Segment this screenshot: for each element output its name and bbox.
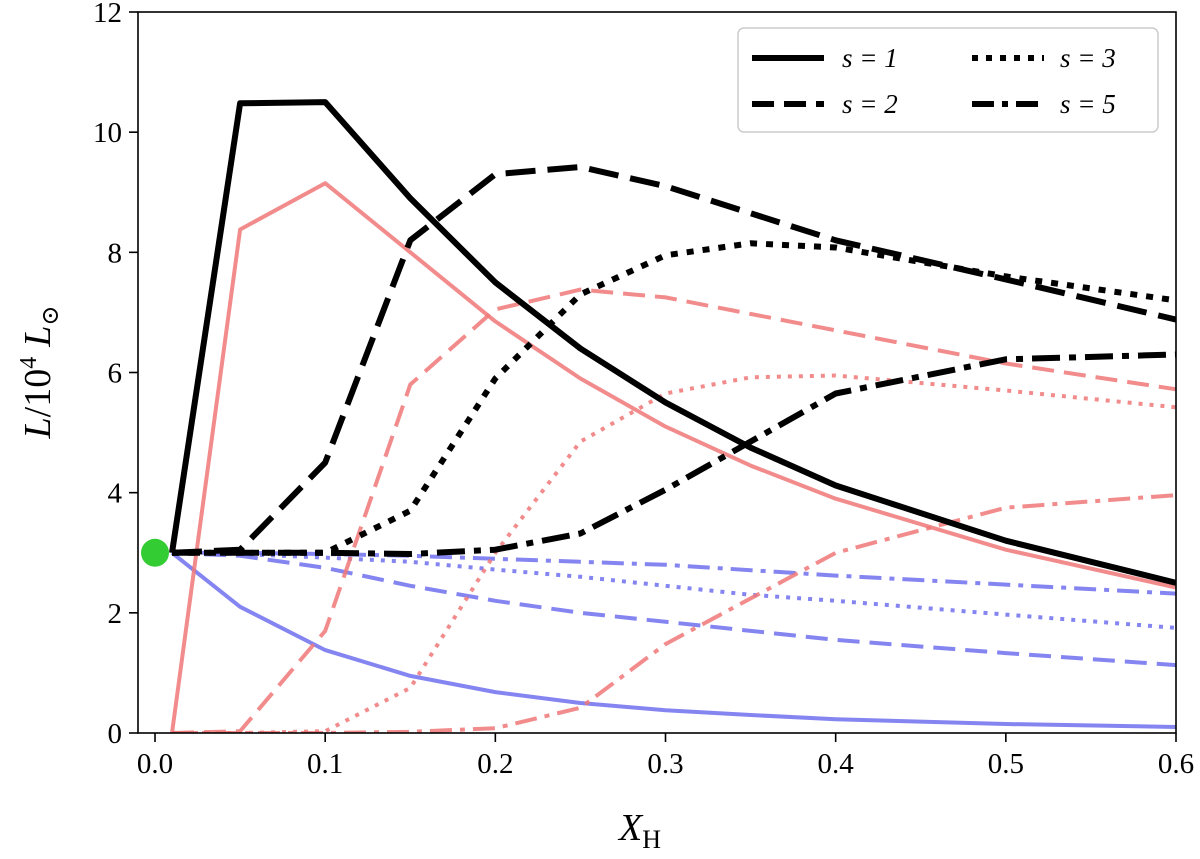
x-tick-label: 0.2: [477, 748, 513, 780]
legend: s = 1 s = 3 s = 2 s = 5: [737, 27, 1159, 133]
marker-point: [141, 538, 170, 567]
series-line-total-dashdot: [172, 351, 1176, 557]
x-axis-label-sub: H: [642, 825, 661, 854]
series-line-total-solid: [169, 99, 1176, 586]
series-line-red-dashed: [171, 287, 1176, 733]
y-axis-label-prefix: L: [17, 417, 59, 439]
series-line-red-dotted: [172, 373, 1176, 733]
x-axis: 0.0 0.1 0.2 0.3 0.4 0.5 0.6: [137, 733, 1194, 780]
x-tick-label: 0.4: [818, 748, 855, 780]
marker-layer: [141, 538, 170, 567]
y-tick-label: 2: [108, 598, 123, 630]
legend-label-s2: s = 2: [842, 89, 898, 119]
x-tick-label: 0.1: [307, 748, 343, 780]
y-axis-label: L/104L⊙: [16, 306, 64, 440]
x-axis-label-main: X: [617, 807, 644, 849]
series-layer: [169, 99, 1176, 733]
legend-label-s5: s = 5: [1060, 89, 1116, 119]
y-axis-label-suffix: L: [17, 326, 59, 348]
x-tick-label: 0.5: [988, 748, 1024, 780]
legend-label-s1: s = 1: [842, 43, 898, 73]
series-line-blue-dashdot: [172, 550, 1176, 596]
y-axis: 0 2 4 6 8 10 12: [93, 0, 138, 750]
y-tick-label: 4: [108, 478, 123, 510]
legend-label-s3: s = 3: [1060, 43, 1116, 73]
y-tick-label: 6: [108, 358, 123, 390]
series-line-total-dashed: [171, 164, 1176, 556]
x-tick-label: 0.6: [1158, 748, 1194, 780]
x-axis-label: XH: [617, 807, 661, 854]
x-tick-label: 0.0: [137, 748, 173, 780]
y-tick-label: 8: [108, 237, 123, 269]
y-tick-label: 12: [93, 0, 122, 29]
y-axis-label-sub: ⊙: [38, 306, 64, 326]
x-tick-label: 0.3: [647, 748, 683, 780]
series-line-blue-dashed: [171, 550, 1176, 668]
series-line-blue-dotted: [171, 550, 1176, 630]
y-tick-label: 10: [93, 117, 122, 149]
y-axis-label-exp: 4: [16, 357, 42, 369]
series-line-red-dashdot: [172, 493, 1176, 733]
series-line-red-solid: [170, 181, 1176, 733]
y-tick-label: 0: [108, 718, 123, 750]
series-line-blue-solid: [170, 551, 1176, 729]
legend-box: [737, 27, 1159, 133]
y-axis-label-slash: /10: [17, 369, 59, 418]
